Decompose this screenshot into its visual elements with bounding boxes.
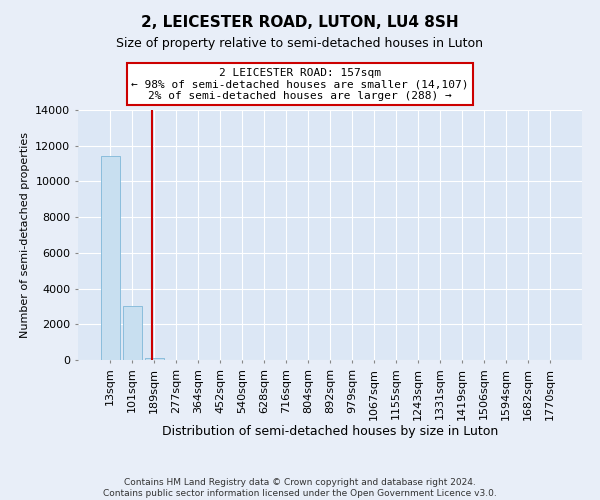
X-axis label: Distribution of semi-detached houses by size in Luton: Distribution of semi-detached houses by … [162, 425, 498, 438]
Text: Size of property relative to semi-detached houses in Luton: Size of property relative to semi-detach… [116, 38, 484, 51]
Bar [123, 306, 142, 360]
Text: 2, LEICESTER ROAD, LUTON, LU4 8SH: 2, LEICESTER ROAD, LUTON, LU4 8SH [141, 15, 459, 30]
Text: Contains public sector information licensed under the Open Government Licence v3: Contains public sector information licen… [103, 490, 497, 498]
Bar [145, 358, 164, 360]
Y-axis label: Number of semi-detached properties: Number of semi-detached properties [20, 132, 29, 338]
Text: Contains HM Land Registry data © Crown copyright and database right 2024.: Contains HM Land Registry data © Crown c… [124, 478, 476, 487]
Text: 2 LEICESTER ROAD: 157sqm
← 98% of semi-detached houses are smaller (14,107)
2% o: 2 LEICESTER ROAD: 157sqm ← 98% of semi-d… [131, 68, 469, 100]
Bar [101, 156, 119, 360]
